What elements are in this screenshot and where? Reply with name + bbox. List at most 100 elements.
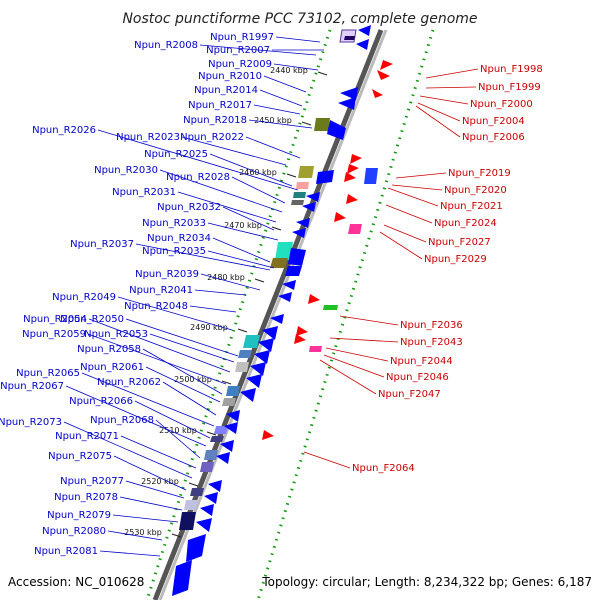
forward-gene-label[interactable]: Npun_F2020 (391, 184, 507, 196)
reverse-gene-label[interactable]: Npun_R2037 (70, 239, 271, 271)
forward-gene-label[interactable]: Npun_F1999 (425, 82, 541, 93)
reverse-gene-label[interactable]: Npun_R2034 (147, 233, 271, 263)
svg-text:Npun_F2006: Npun_F2006 (462, 132, 525, 143)
forward-gene-label[interactable]: Npun_F2006 (415, 105, 525, 143)
reverse-gene-label[interactable]: Npun_R2077 (60, 476, 185, 499)
forward-gene-label[interactable]: Npun_F2044 (325, 347, 453, 367)
reverse-gene-label[interactable]: Npun_R2053 (84, 329, 235, 363)
reverse-gene-label[interactable]: Npun_R2058 (77, 344, 223, 395)
forward-gene-label[interactable]: Npun_F2043 (329, 337, 463, 348)
svg-text:Npun_F2043: Npun_F2043 (400, 337, 463, 348)
reverse-gene-label[interactable]: Npun_R2062 (97, 377, 217, 416)
reverse-gene-label[interactable]: Npun_R2032 (157, 202, 275, 231)
svg-text:Npun_R2018: Npun_R2018 (183, 115, 247, 126)
svg-text:2500 kbp: 2500 kbp (174, 375, 212, 384)
svg-text:Npun_R2033: Npun_R2033 (142, 218, 206, 229)
reverse-gene-label[interactable]: Npun_R2026 (32, 125, 299, 191)
reverse-gene-label[interactable]: Npun_R2080 (42, 526, 163, 541)
svg-text:Npun_R2061: Npun_R2061 (80, 362, 144, 373)
svg-text:Npun_R2077: Npun_R2077 (60, 476, 124, 487)
reverse-gene-label[interactable]: Npun_R2018 (183, 115, 313, 129)
reverse-gene-label[interactable]: Npun_R2066 (69, 396, 211, 439)
reverse-gene-label[interactable]: Npun_R2071 (55, 431, 197, 469)
reverse-gene-label[interactable]: Npun_R2068 (90, 415, 201, 459)
reverse-gene-label[interactable]: Npun_R2041 (129, 285, 247, 296)
reverse-gene-label[interactable]: Npun_R2054 (23, 314, 231, 373)
kbp-tick-label: 2480 kbp (207, 273, 265, 283)
reverse-gene-label[interactable]: Npun_R2008 (134, 40, 317, 56)
reverse-gene-label[interactable]: Npun_R2081 (34, 546, 161, 557)
reverse-gene-label[interactable]: Npun_R2059 (22, 329, 227, 385)
reverse-gene-label[interactable]: Npun_R2075 (48, 451, 187, 491)
svg-text:Npun_R2032: Npun_R2032 (157, 202, 221, 213)
svg-text:Npun_R2007: Npun_R2007 (206, 45, 270, 56)
reverse-gene-label[interactable]: Npun_R2022 (180, 132, 301, 159)
reverse-gene-label[interactable]: Npun_R2067 (0, 381, 207, 447)
svg-text:Npun_R2059: Npun_R2059 (22, 329, 86, 340)
reverse-gene-label[interactable]: Npun_R2010 (198, 71, 307, 93)
reverse-gene-label[interactable]: Npun_R2078 (54, 492, 183, 511)
reverse-gene-label[interactable]: Npun_R2017 (188, 100, 301, 115)
svg-text:Npun_R2078: Npun_R2078 (54, 492, 118, 503)
svg-text:Npun_R2075: Npun_R2075 (48, 451, 112, 462)
reverse-gene-label[interactable]: Npun_R2061 (80, 362, 221, 403)
forward-gene-label[interactable]: Npun_F2004 (417, 102, 525, 127)
svg-text:Npun_F2047: Npun_F2047 (378, 389, 441, 400)
svg-text:Npun_R2048: Npun_R2048 (124, 301, 188, 312)
svg-text:Npun_R2008: Npun_R2008 (134, 40, 198, 51)
svg-text:Npun_F2004: Npun_F2004 (462, 116, 525, 127)
reverse-gene-label[interactable]: Npun_R2007 (206, 45, 324, 56)
forward-gene-label[interactable]: Npun_F2047 (319, 359, 441, 400)
reverse-gene-label[interactable]: Npun_R2009 (208, 59, 319, 71)
reverse-gene-label[interactable]: Npun_R2048 (124, 301, 237, 313)
forward-gene-label[interactable]: Npun_F1998 (425, 64, 543, 79)
reverse-gene-label[interactable]: Npun_R2065 (16, 368, 215, 427)
svg-text:Npun_R2050: Npun_R2050 (60, 314, 124, 325)
forward-gene-label[interactable]: Npun_F2000 (419, 95, 533, 110)
topology-summary: Topology: circular; Length: 8,234,322 bp… (261, 575, 592, 589)
svg-text:Npun_R2010: Npun_R2010 (198, 71, 262, 82)
forward-gene-label[interactable]: Npun_F2036 (339, 315, 463, 331)
svg-text:Npun_R1997: Npun_R1997 (210, 32, 274, 43)
forward-gene-label[interactable]: Npun_F2029 (379, 231, 487, 265)
reverse-gene-label[interactable]: Npun_R2033 (142, 218, 279, 241)
svg-text:Npun_R2049: Npun_R2049 (52, 292, 116, 303)
reverse-gene-label[interactable]: Npun_R2014 (194, 85, 303, 107)
svg-text:Npun_R2053: Npun_R2053 (84, 329, 148, 340)
svg-text:2520 kbp: 2520 kbp (141, 477, 179, 486)
reverse-gene-label[interactable]: Npun_R2073 (0, 417, 193, 479)
svg-text:Npun_R2058: Npun_R2058 (77, 344, 141, 355)
svg-text:Npun_R2073: Npun_R2073 (0, 417, 62, 428)
reverse-gene-label[interactable]: Npun_R1997 (210, 32, 321, 43)
feature-track (172, 25, 393, 596)
svg-text:Npun_R2054: Npun_R2054 (23, 314, 87, 325)
svg-text:Npun_R2041: Npun_R2041 (129, 285, 193, 296)
forward-gene-label[interactable]: Npun_F2019 (395, 168, 511, 179)
forward-gene-label[interactable]: Npun_F2046 (323, 354, 449, 383)
reverse-gene-label[interactable]: Npun_R2049 (52, 292, 233, 331)
reverse-gene-label[interactable]: Npun_R2030 (94, 165, 283, 213)
reverse-gene-label[interactable]: Npun_R2050 (60, 314, 239, 357)
reverse-gene-label[interactable]: Npun_R2023 (116, 132, 287, 166)
reverse-gene-label[interactable]: Npun_R2039 (135, 269, 261, 291)
svg-text:Npun_F1999: Npun_F1999 (478, 82, 541, 93)
svg-text:Npun_R2026: Npun_R2026 (32, 125, 96, 136)
reverse-gene-label[interactable]: Npun_R2031 (112, 187, 277, 223)
svg-text:Npun_F2036: Npun_F2036 (400, 320, 463, 331)
forward-gene-label[interactable]: Npun_F2064 (303, 451, 415, 474)
reverse-gene-label[interactable]: Npun_R2028 (166, 172, 286, 204)
forward-gene-label[interactable]: Npun_F2021 (387, 187, 503, 212)
svg-text:Npun_R2017: Npun_R2017 (188, 100, 252, 111)
svg-text:2530 kbp: 2530 kbp (124, 528, 162, 537)
svg-text:Npun_R2062: Npun_R2062 (97, 377, 161, 388)
kbp-tick-label: 2510 kbp (159, 426, 217, 436)
reverse-gene-label[interactable]: Npun_R2079 (47, 510, 179, 523)
svg-text:Npun_F2019: Npun_F2019 (448, 168, 511, 179)
forward-gene-label[interactable]: Npun_F2027 (383, 224, 491, 248)
svg-text:Npun_R2066: Npun_R2066 (69, 396, 133, 407)
svg-text:Npun_R2067: Npun_R2067 (0, 381, 64, 392)
reverse-gene-label[interactable]: Npun_R2025 (144, 149, 293, 187)
svg-text:Npun_F2027: Npun_F2027 (428, 237, 491, 248)
forward-gene-label[interactable]: Npun_F2024 (385, 204, 497, 229)
